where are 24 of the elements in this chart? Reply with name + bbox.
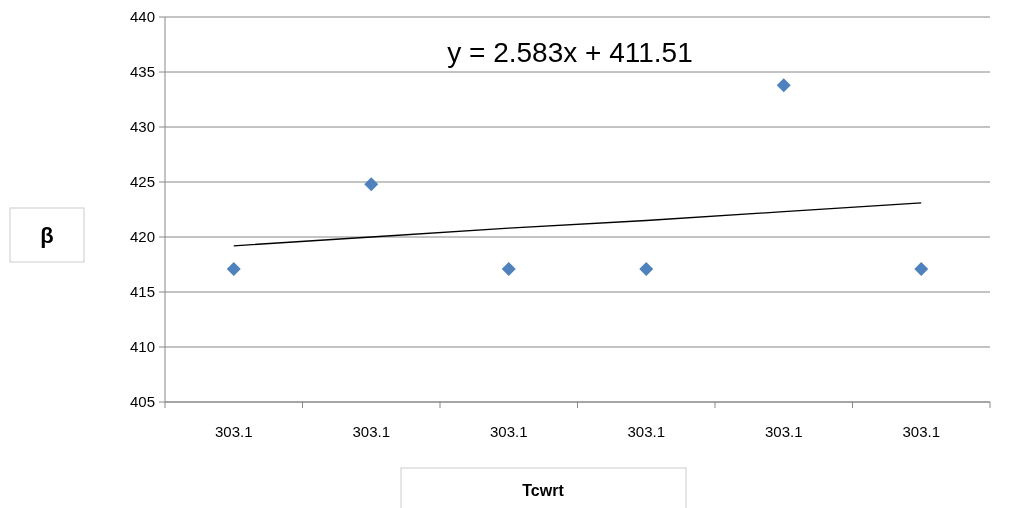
x-tick-label: 303.1 <box>489 423 528 440</box>
point <box>776 78 791 93</box>
y-tick-label: 405 <box>129 393 155 411</box>
y-axis-title: β <box>40 222 54 248</box>
line-series <box>233 202 922 247</box>
x-tick-label: 303.1 <box>627 423 666 440</box>
x-tick-label: 303.1 <box>214 423 253 440</box>
point <box>914 261 929 276</box>
x-tick-label: 303.1 <box>764 423 803 440</box>
annotation: y = 2.583x + 411.51 <box>447 37 693 68</box>
point <box>639 261 654 276</box>
y-tick-label: 420 <box>129 228 155 246</box>
point <box>226 261 241 276</box>
y-tick-label: 410 <box>129 338 155 356</box>
point <box>364 177 379 192</box>
point <box>501 261 516 276</box>
y-tick-label: 415 <box>129 283 155 301</box>
x-tick-label: 303.1 <box>902 423 941 440</box>
x-tick-label: 303.1 <box>352 423 391 440</box>
y-tick-label: 440 <box>129 8 155 26</box>
x-axis-title: Tcwrt <box>522 481 565 499</box>
y-tick-label: 425 <box>129 173 155 191</box>
y-tick-label: 435 <box>129 63 155 81</box>
y-tick-label: 430 <box>129 118 155 136</box>
